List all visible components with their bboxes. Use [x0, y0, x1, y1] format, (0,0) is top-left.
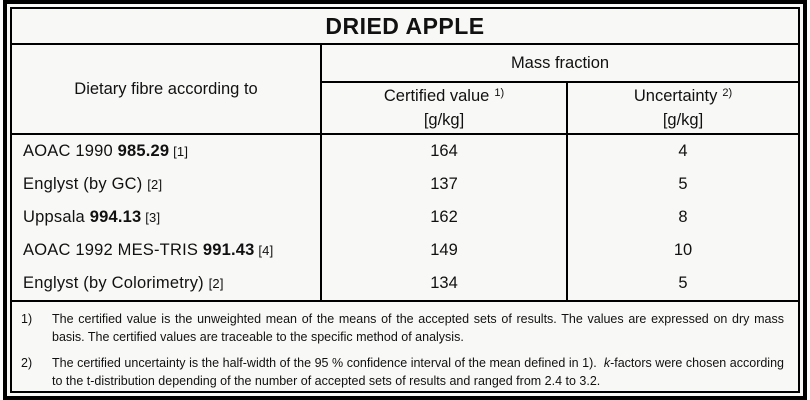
uncertainty-footnote-ref: 2)	[722, 87, 733, 99]
uncertainty-header-line: Uncertainty 2)	[634, 85, 732, 109]
method-number: 991.43	[202, 241, 255, 259]
table-row-certified-value: 162	[322, 201, 568, 234]
table-row-certified-value: 164	[322, 135, 568, 168]
column-header-uncertainty: Uncertainty 2) [g/kg]	[568, 83, 798, 135]
table-body: AOAC 1990 985.29 [1] 164 4 Englyst (by G…	[12, 135, 798, 302]
method-citation: [3]	[141, 210, 161, 225]
table-row-uncertainty: 5	[678, 274, 688, 292]
method-text: AOAC 1990	[23, 142, 118, 160]
document-inner-frame: DRIED APPLE Dietary fibre according to M…	[10, 7, 800, 393]
method-number: 994.13	[89, 208, 142, 226]
method-text: AOAC 1992 MES-TRIS	[23, 241, 203, 259]
method-text: Englyst (by GC)	[23, 175, 148, 193]
footnote-1: 1) The certified value is the unweighted…	[21, 311, 784, 346]
method-number: 985.29	[117, 142, 170, 160]
footnote-2-text-a: The certified uncertainty is the half-wi…	[52, 356, 604, 370]
column-group-header-mass-fraction: Mass fraction	[322, 45, 798, 83]
table-row-method: Englyst (by GC) [2]	[12, 168, 322, 201]
table-row-certified-value: 149	[322, 234, 568, 267]
column-header-method: Dietary fibre according to	[12, 45, 322, 135]
footnote-2-marker: 2)	[21, 356, 33, 370]
footnote-1-text-a: The certified value is the unweighted me…	[52, 312, 788, 344]
certified-value-footnote-ref: 1)	[494, 87, 505, 99]
dietary-fibre-table: DRIED APPLE Dietary fibre according to M…	[12, 9, 798, 391]
footnote-2-text: The certified uncertainty is the half-wi…	[52, 355, 784, 390]
footnotes-section: 1) The certified value is the unweighted…	[12, 302, 798, 394]
table-row-method: Uppsala 994.13 [3]	[12, 201, 322, 234]
column-header-certified-value: Certified value 1) [g/kg]	[322, 83, 568, 135]
method-text: Englyst (by Colorimetry)	[23, 274, 209, 292]
footnote-2-italic: k	[603, 356, 611, 370]
method-citation: [1]	[169, 144, 189, 159]
method-citation: [4]	[254, 243, 274, 258]
footnote-2-text-b: -factors were chosen according to the t-…	[52, 356, 788, 388]
certified-value-header-line: Certified value 1)	[384, 85, 504, 109]
table-row-uncertainty: 8	[678, 208, 688, 226]
table-row-certified-value: 134	[322, 267, 568, 300]
table-title: DRIED APPLE	[12, 9, 798, 45]
footnote-1-marker: 1)	[21, 312, 33, 326]
uncertainty-label: Uncertainty	[633, 87, 718, 105]
table-row-certified-value: 137	[322, 168, 568, 201]
table-row-method: Englyst (by Colorimetry) [2]	[12, 267, 322, 300]
footnote-1-text: The certified value is the unweighted me…	[52, 311, 784, 346]
certified-value-unit: [g/kg]	[423, 111, 465, 129]
uncertainty-unit: [g/kg]	[662, 111, 704, 129]
certified-value-label: Certified value	[383, 87, 490, 105]
table-row-uncertainty: 4	[678, 142, 688, 160]
document-frame: DRIED APPLE Dietary fibre according to M…	[3, 0, 807, 400]
method-citation: [2]	[147, 177, 163, 192]
method-text: Uppsala	[23, 208, 90, 226]
table-row-uncertainty: 10	[673, 241, 693, 259]
method-citation: [2]	[208, 276, 224, 291]
table-row-method: AOAC 1992 MES-TRIS 991.43 [4]	[12, 234, 322, 267]
table-row-method: AOAC 1990 985.29 [1]	[12, 135, 322, 168]
table-row-uncertainty: 5	[678, 175, 688, 193]
footnote-2: 2) The certified uncertainty is the half…	[21, 355, 784, 390]
